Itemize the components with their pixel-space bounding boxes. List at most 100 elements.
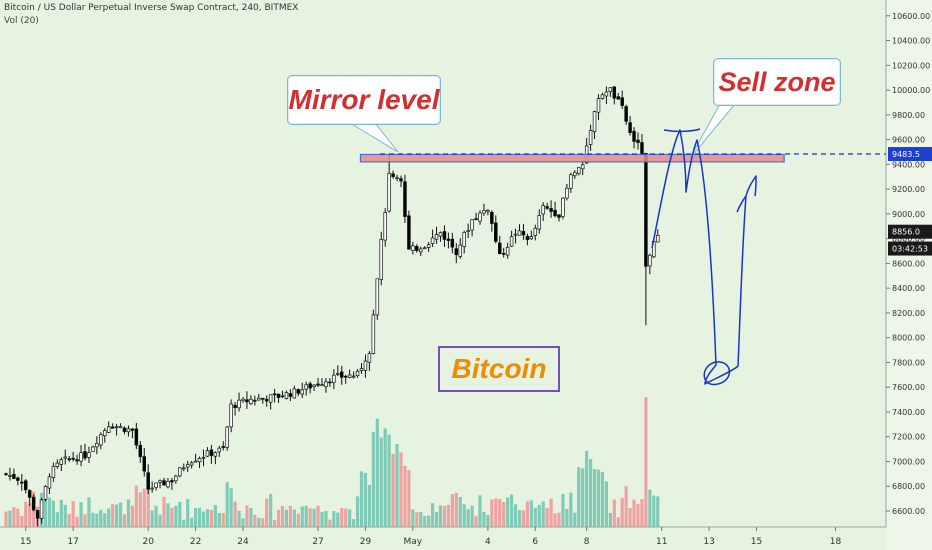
candle-body (292, 388, 297, 399)
volume-bar (600, 472, 605, 527)
candle-body (379, 239, 384, 280)
candle-body (501, 253, 506, 255)
volume-bar (71, 501, 75, 527)
candle-body (343, 375, 348, 378)
price-tag-box (888, 241, 932, 256)
candle-body (588, 130, 593, 145)
volume-bar (383, 428, 387, 527)
volume-bar (300, 506, 304, 527)
volume-indicator-label[interactable]: Vol (20) (4, 16, 39, 26)
candle-body (529, 236, 534, 240)
volume-bar (316, 505, 320, 527)
volume-bar (355, 496, 360, 527)
candle-body (355, 370, 360, 377)
candle-body (16, 477, 20, 481)
candle-body (280, 395, 285, 398)
volume-bar (273, 519, 277, 527)
candle-body (351, 375, 356, 378)
candle-body (359, 368, 364, 371)
x-tick-label: 29 (360, 537, 372, 547)
volume-bar (103, 513, 107, 527)
volume-bar (280, 505, 285, 527)
candle-body (71, 457, 75, 460)
candle-body (20, 481, 24, 484)
candle-body (284, 392, 289, 399)
volume-bar (118, 502, 123, 527)
volume-bar (209, 509, 213, 527)
y-tick-label: 8800.00 (892, 235, 925, 244)
volume-bar (154, 505, 158, 527)
volume-bar (229, 488, 233, 527)
candle-body (549, 208, 553, 212)
x-tick-label: 11 (656, 537, 667, 547)
volume-bar (51, 500, 55, 527)
projection-path (651, 129, 757, 385)
candle-body (24, 480, 28, 491)
volume-bar (403, 465, 407, 527)
mirror-level-callout[interactable]: Mirror level (287, 75, 441, 125)
candle-body (395, 177, 399, 179)
volume-bar (458, 496, 462, 527)
sell-zone-callout[interactable]: Sell zone (713, 58, 841, 106)
candle-body (229, 403, 233, 428)
y-tick-label: 8400.00 (892, 284, 925, 293)
volume-bar (150, 510, 154, 527)
volume-bar (577, 467, 581, 527)
volume-bar (482, 511, 486, 527)
candle-body (640, 142, 644, 155)
volume-bar (573, 512, 577, 527)
volume-bar (79, 502, 83, 527)
candle-body (134, 428, 139, 446)
candle-body (482, 210, 486, 214)
y-tick-label: 10600.00 (892, 12, 930, 21)
candle-body (174, 475, 178, 482)
volume-bar (628, 508, 632, 527)
bitcoin-label-box[interactable]: Bitcoin (438, 346, 560, 392)
volume-bar (352, 519, 356, 527)
y-tick-label: 9400.00 (892, 160, 925, 169)
candle-body (458, 244, 463, 257)
volume-bar (134, 485, 138, 527)
candle-body (336, 373, 340, 375)
volume-bar (47, 497, 52, 527)
x-tick-label: 18 (830, 537, 842, 547)
volume-bar (419, 512, 423, 527)
candle-body (296, 389, 301, 394)
candle-body (328, 381, 332, 384)
candle-body (122, 427, 127, 432)
candle-body (569, 174, 573, 189)
volume-bar (320, 511, 324, 527)
volume-bar (340, 508, 344, 527)
volume-bar (130, 505, 134, 527)
volume-bar (237, 510, 241, 527)
candles (4, 85, 660, 527)
candle-body (478, 212, 482, 222)
candle-body (596, 98, 601, 113)
volume-bar (478, 495, 482, 527)
volume-bar (431, 503, 435, 527)
mirror-callout-pointer (348, 122, 399, 153)
candle-body (391, 173, 395, 177)
volume-bar (533, 507, 537, 527)
candle-body (537, 215, 541, 230)
volume-bar (166, 503, 170, 527)
volume-bar (656, 496, 660, 527)
candle-body (138, 445, 143, 458)
candle-body (79, 452, 83, 462)
candle-body (39, 499, 44, 519)
volume-bar (391, 453, 395, 527)
candle-body (189, 462, 194, 466)
volume-bar (510, 494, 514, 527)
y-tick-label: 8600.00 (892, 259, 925, 268)
volume-bar (411, 509, 415, 527)
volume-bar (249, 508, 253, 527)
candle-body (371, 314, 376, 354)
candle-body (387, 172, 391, 212)
volume-bar (620, 497, 624, 527)
volume-bar (269, 494, 273, 527)
volume-bar (470, 505, 474, 527)
candle-body (612, 86, 617, 99)
volume-bar (592, 468, 597, 527)
